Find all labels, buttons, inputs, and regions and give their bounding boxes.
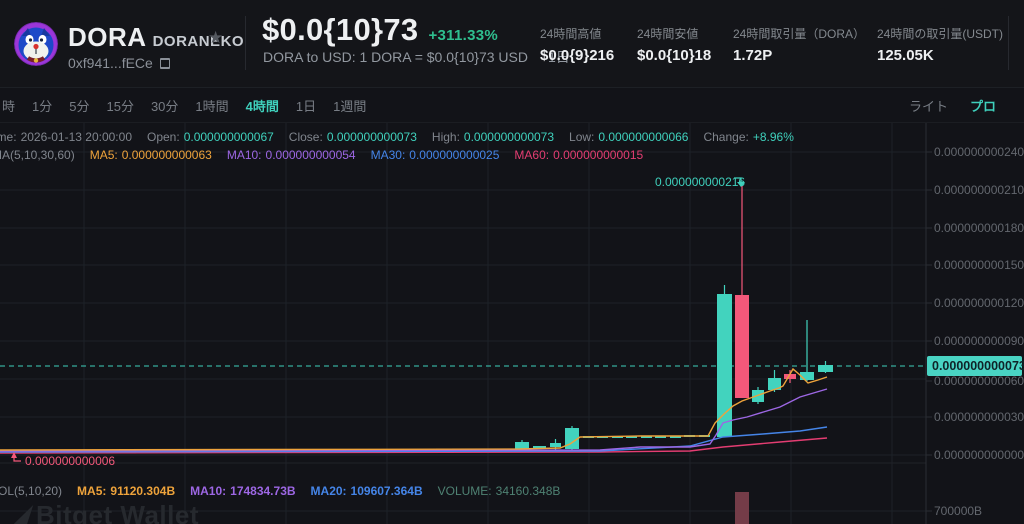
low-value: 0.000000000066 (598, 130, 689, 144)
stat-value: $0.0{10}18 (637, 47, 712, 64)
stat-value: 1.72P (733, 47, 773, 64)
time-label: Time: (0, 130, 17, 144)
price-conversion: DORA to USD: 1 DORA = $0.0{10}73 USD 1日 (263, 47, 570, 67)
high-value: 0.000000000073 (463, 130, 555, 144)
ma60-label: MA60: (514, 148, 550, 162)
open-label: Open: (147, 130, 180, 144)
tab-timeframe-1w[interactable]: 1週間 (333, 98, 367, 114)
ma-info-row: MA(5,10,30,60) MA5: 0.000000000063 MA10: 0… (0, 148, 643, 162)
y-axis-label: 0.000000000150 (934, 258, 1024, 272)
candlestick-chart[interactable]: 0.000000000216 0.000000000006 (0, 123, 1024, 524)
high-annotation: 0.000000000216 (655, 175, 745, 189)
tab-timeframe-1d[interactable]: 1日 (295, 98, 317, 114)
change-value: +8.96% (752, 130, 794, 144)
ma5-value: 0.000000000063 (121, 148, 212, 162)
watermark-text: Bitget Wallet (36, 500, 199, 524)
ma-group-label: MA(5,10,30,60) (0, 148, 75, 162)
last-price-badge: 0.000000000073 (927, 356, 1024, 376)
y-axis-label: 0.000000000090 (934, 334, 1024, 348)
token-address: 0xf941...fECe (68, 55, 153, 71)
chart-mode-toggle: ライト プロ (909, 88, 996, 123)
ohlc-info-row: Time:2026-01-13 20:00:00 Open:0.00000000… (0, 130, 794, 144)
stat-label: 24時間の取引量(USDT) (877, 27, 1004, 41)
ma10-label: MA10: (226, 148, 262, 162)
volume-value: 34160.348B (495, 484, 561, 498)
tab-timeframe-30m[interactable]: 30分 (150, 98, 179, 114)
token-avatar (14, 22, 58, 66)
y-axis-label: 0.000000000000 (934, 448, 1024, 462)
ma30-value: 0.000000000025 (409, 148, 500, 162)
low-annotation: 0.000000000006 (25, 454, 115, 468)
volume-axis-label: 700000B (934, 504, 983, 518)
favorite-star-icon[interactable]: ★ (208, 28, 224, 47)
stat-value: $0.0{9}216 (540, 47, 615, 64)
tab-timeframe-4h[interactable]: 4時間 (245, 98, 279, 114)
vol-ma10-label: MA10: (190, 484, 227, 498)
ma10-value: 0.000000000054 (265, 148, 356, 162)
conversion-text: DORA to USD: 1 DORA = $0.0{10}73 USD (263, 49, 528, 65)
tab-timeframe-5m[interactable]: 5分 (69, 98, 90, 114)
mode-light[interactable]: ライト (908, 99, 948, 114)
header-divider (245, 16, 246, 70)
tab-timeframe-1m[interactable]: 1分 (32, 98, 53, 114)
current-price: $0.0{10}73 +311.33% (262, 12, 498, 48)
y-axis-label: 0.000000000060 (934, 374, 1024, 388)
vol-ma5-value: 91120.304B (110, 484, 176, 498)
stat-label: 24時間高値 (540, 27, 602, 41)
stat-label: 24時間安値 (637, 27, 699, 41)
time-value: 2026-01-13 20:00:00 (20, 130, 132, 144)
stat-value: 125.05K (877, 47, 934, 64)
vol-ma10-value: 174834.73B (230, 484, 296, 498)
tab-timeframe-1h[interactable]: 1時間 (195, 98, 229, 114)
vol-ma5-label: MA5: (77, 484, 107, 498)
copy-address-icon[interactable] (159, 57, 170, 69)
mode-pro[interactable]: プロ (969, 99, 996, 114)
y-axis-label: 0.000000000180 (934, 221, 1024, 235)
y-axis-label: 0.000000000030 (934, 410, 1024, 424)
ma60-value: 0.000000000015 (553, 148, 644, 162)
high-label: High: (431, 130, 460, 144)
close-value: 0.000000000073 (326, 130, 417, 144)
stat-label: 24時間取引量（DORA） (733, 27, 866, 41)
vol-group-label: VOL(5,10,20) (0, 484, 63, 498)
volume-label: VOLUME: (437, 484, 492, 498)
change-label: Change: (703, 130, 749, 144)
ma5-label: MA5: (89, 148, 118, 162)
y-axis-label: 0.000000000240 (934, 145, 1024, 159)
header-divider (1008, 16, 1009, 70)
vol-ma20-value: 109607.364B (350, 484, 423, 498)
tab-timeframe-15m[interactable]: 15分 (106, 98, 134, 114)
header: DORA DORANEKO ★ 0xf941...fECe $0.0{10}73 +… (0, 0, 1024, 88)
y-axis-label: 0.000000000120 (934, 296, 1024, 310)
bitget-wallet-watermark: Bitget Wallet (12, 500, 199, 524)
volume-info-row: VOL(5,10,20) MA5:91120.304B MA10:174834.… (0, 484, 560, 498)
timeframe-bar: 時 1分 5分 15分 30分 1時間 4時間 1日 1週間 (0, 88, 1024, 123)
token-name: DORA DORANEKO (68, 22, 244, 53)
token-symbol: DORANEKO (152, 33, 245, 50)
price-change: +311.33% (428, 27, 498, 44)
ma30-label: MA30: (370, 148, 406, 162)
stat-24h-volume-usdt: 24時間の取引量(USDT) 125.05K (877, 25, 1003, 64)
stat-24h-high: 24時間高値 $0.0{9}216 (540, 25, 614, 64)
stat-24h-volume-dora: 24時間取引量（DORA） 1.72P (733, 25, 865, 64)
close-label: Close: (288, 130, 323, 144)
open-value: 0.000000000067 (183, 130, 274, 144)
y-axis-label: 0.000000000210 (934, 183, 1024, 197)
tab-timeframe-hour[interactable]: 時 (2, 98, 16, 114)
low-label: Low: (569, 130, 595, 144)
vol-ma20-label: MA20: (310, 484, 347, 498)
bitget-wallet-logo-icon (12, 504, 34, 524)
conversion-period: 1日 (547, 49, 570, 65)
stat-24h-low: 24時間安値 $0.0{10}18 (637, 25, 711, 64)
price-value: $0.0{10}73 (262, 12, 419, 47)
token-name-text: DORA (68, 22, 147, 52)
